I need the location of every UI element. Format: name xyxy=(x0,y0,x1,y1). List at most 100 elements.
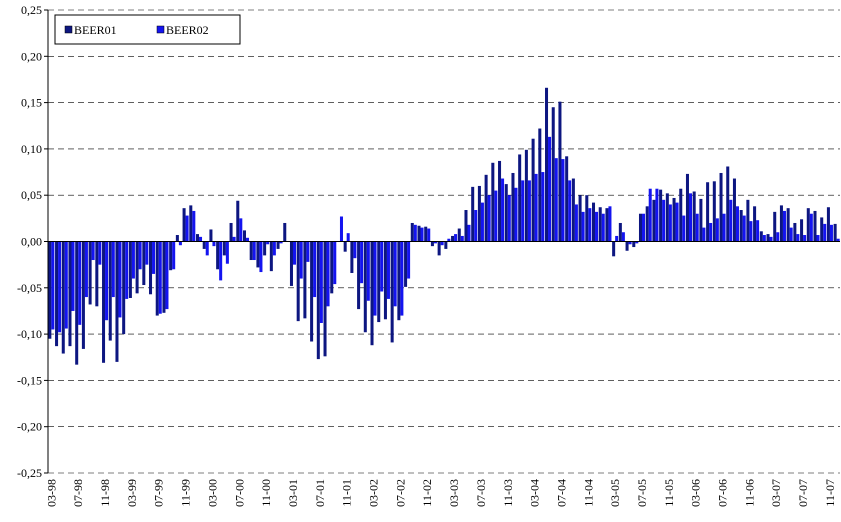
bar xyxy=(632,241,636,248)
bar xyxy=(554,158,558,242)
bar xyxy=(232,236,236,242)
bar xyxy=(679,188,683,242)
bar xyxy=(172,241,176,270)
bar xyxy=(242,230,246,242)
bar xyxy=(621,232,625,242)
bar xyxy=(316,241,320,360)
x-tick-label: 07-07 xyxy=(796,479,810,507)
bar xyxy=(390,241,394,343)
bar xyxy=(363,241,367,333)
bar xyxy=(427,228,431,242)
bar xyxy=(695,213,699,242)
bar xyxy=(742,215,746,242)
bar xyxy=(756,220,760,242)
y-tick-label: 0,00 xyxy=(21,235,42,249)
bar xyxy=(645,206,649,242)
bar xyxy=(115,241,119,362)
bar xyxy=(360,241,364,284)
bar xyxy=(222,241,226,256)
bar xyxy=(565,156,569,242)
bar xyxy=(68,241,72,347)
bar xyxy=(125,241,129,299)
bar xyxy=(111,241,115,298)
bar xyxy=(259,241,263,273)
bar xyxy=(732,178,736,242)
bar xyxy=(189,205,193,242)
bar xyxy=(715,218,719,242)
bar xyxy=(239,218,243,242)
bar xyxy=(759,231,763,242)
bar xyxy=(480,202,484,242)
bar xyxy=(410,222,414,242)
bar xyxy=(595,211,599,242)
bar xyxy=(816,235,820,242)
bar xyxy=(209,229,213,242)
bar xyxy=(306,241,310,262)
y-tick-label: -0,05 xyxy=(17,281,42,295)
bar xyxy=(648,188,652,242)
bar xyxy=(135,241,139,294)
bar xyxy=(333,241,337,285)
bar xyxy=(252,241,256,261)
bar xyxy=(655,188,659,242)
bar xyxy=(128,241,132,298)
bar xyxy=(145,241,149,265)
bar xyxy=(803,235,807,242)
bar xyxy=(813,210,817,242)
bar xyxy=(366,241,370,301)
bar xyxy=(155,241,159,316)
bar xyxy=(424,226,428,242)
bar xyxy=(659,189,663,242)
bar xyxy=(454,234,458,242)
x-tick-label: 07-99 xyxy=(152,479,166,507)
bar xyxy=(417,225,421,242)
bar xyxy=(806,208,810,242)
bar xyxy=(501,178,505,242)
y-tick-label: 0,05 xyxy=(21,188,42,202)
bar xyxy=(769,236,773,242)
bar xyxy=(400,241,404,316)
y-tick-label: 0,10 xyxy=(21,142,42,156)
x-tick-label: 11-04 xyxy=(581,479,595,507)
bar xyxy=(447,238,451,242)
bar xyxy=(91,241,95,261)
bar xyxy=(682,215,686,242)
bar xyxy=(102,241,106,363)
bar xyxy=(373,241,377,316)
bar xyxy=(541,172,545,242)
bar xyxy=(64,241,68,329)
x-tick-label: 11-98 xyxy=(98,479,112,507)
bar xyxy=(726,166,730,242)
bar xyxy=(440,241,444,246)
x-tick-label: 07-02 xyxy=(393,479,407,507)
bar xyxy=(504,184,508,242)
bar xyxy=(339,216,343,242)
bar xyxy=(299,241,303,279)
bar xyxy=(773,211,777,242)
bar xyxy=(323,241,327,357)
y-tick-label: -0,20 xyxy=(17,420,42,434)
bar xyxy=(283,222,287,242)
bar xyxy=(229,222,233,242)
bar xyxy=(585,195,589,242)
x-tick-label: 03-01 xyxy=(286,479,300,507)
bar xyxy=(292,241,297,265)
bar xyxy=(487,195,491,242)
bar xyxy=(545,87,549,242)
bar xyxy=(61,241,65,354)
bar xyxy=(357,241,361,310)
bar xyxy=(433,241,437,244)
bar xyxy=(343,241,347,252)
bar xyxy=(558,101,562,242)
bar xyxy=(169,241,173,271)
bar xyxy=(706,182,710,242)
bar xyxy=(779,205,783,242)
bar xyxy=(202,241,206,249)
bar xyxy=(753,206,757,242)
bar xyxy=(330,241,334,294)
bar xyxy=(719,172,723,242)
bar xyxy=(722,213,726,242)
bar xyxy=(326,241,330,307)
bar xyxy=(699,198,703,242)
bar xyxy=(175,235,179,242)
